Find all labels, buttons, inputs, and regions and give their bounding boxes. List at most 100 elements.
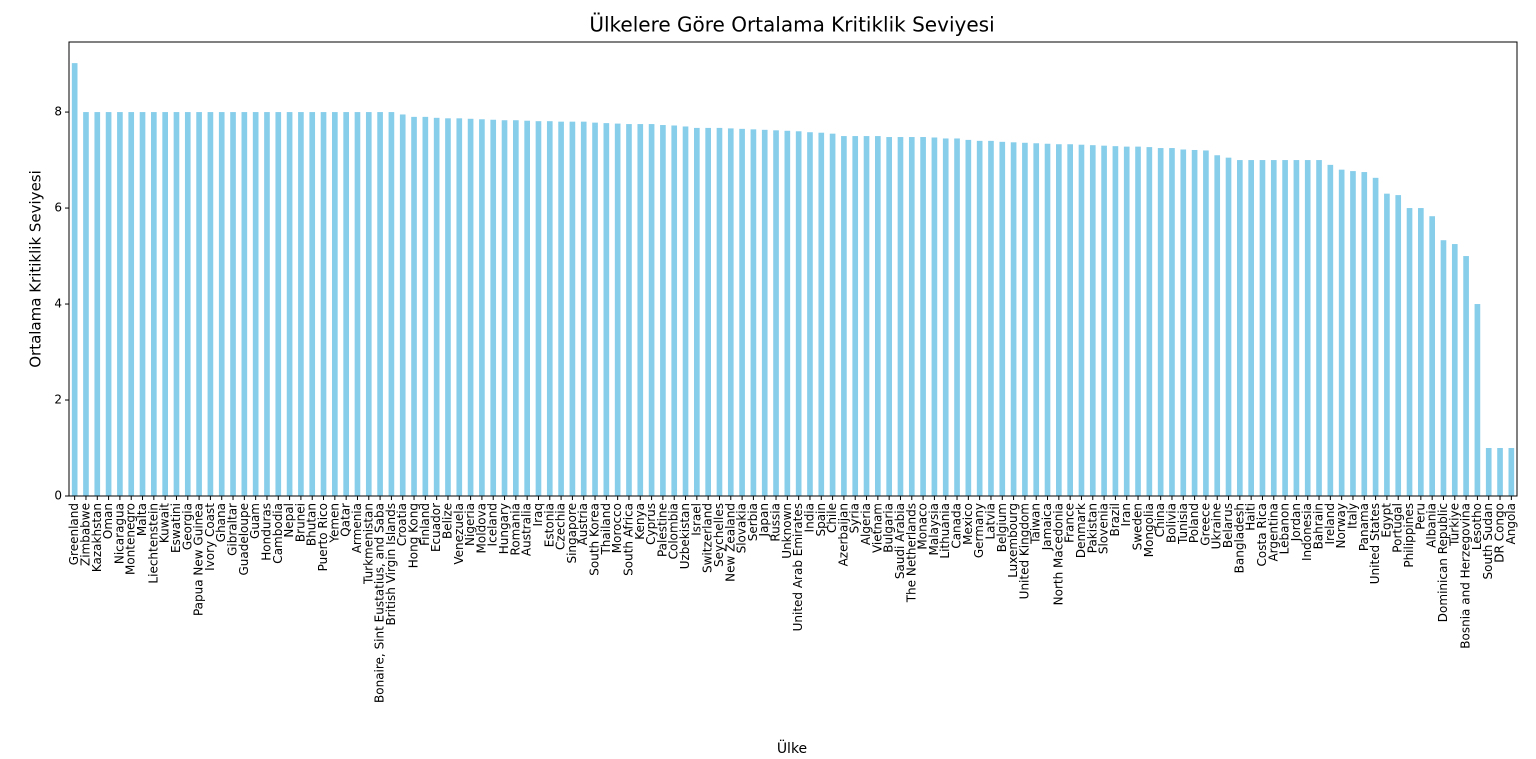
x-tick-label: Nepal: [282, 503, 296, 538]
x-tick-label: Zimbabwe: [78, 503, 92, 566]
x-tick-label: Australia: [520, 503, 534, 556]
bar: [1259, 160, 1266, 496]
bar: [1169, 148, 1175, 496]
x-tick-label: Saudi Arabia: [893, 503, 907, 579]
bar: [1225, 157, 1232, 497]
x-tick-label: Cyprus: [644, 503, 658, 545]
bar: [1022, 142, 1028, 497]
x-tick-label: Colombia: [667, 503, 681, 559]
x-tick-label: Slovenia: [1097, 503, 1111, 554]
bar: [433, 117, 440, 497]
bar: [569, 121, 576, 497]
bar: [1157, 148, 1164, 496]
x-tick-label: Ivory Coast: [203, 503, 217, 571]
x-tick-label: China: [1153, 503, 1167, 537]
x-tick-label: The Netherlands: [904, 503, 918, 603]
bar: [965, 139, 972, 496]
bar: [320, 112, 327, 496]
x-tick-label: Vietnam: [870, 503, 884, 553]
x-tick-label: Malaysia: [927, 503, 941, 555]
x-tick-label: Syria: [848, 503, 862, 533]
x-tick-label: Chile: [825, 503, 839, 533]
x-tick-label: Gibraltar: [226, 503, 240, 556]
bar: [954, 138, 960, 496]
bar: [117, 112, 123, 496]
x-tick-label: Puerto Rico: [316, 503, 330, 571]
bar: [535, 121, 542, 497]
bar: [354, 112, 361, 496]
x-tick-label: Iraq: [531, 503, 545, 526]
bar: [230, 112, 236, 496]
bar: [1395, 195, 1402, 496]
bar: [1508, 448, 1515, 496]
x-tick-label: Brunei: [293, 503, 307, 542]
x-tick-label: Iceland: [486, 503, 500, 546]
x-tick-label: Peru: [1413, 503, 1427, 530]
x-tick-label: Panama: [1357, 503, 1371, 551]
x-tick-label: Türkiye: [1447, 503, 1461, 547]
bar: [931, 137, 938, 496]
bar: [513, 120, 519, 496]
x-tick-label: Eswatini: [169, 503, 183, 553]
plot-frame: [68, 41, 1518, 497]
x-tick-label: Lesotho: [1470, 503, 1484, 550]
bar: [648, 124, 655, 496]
bar: [626, 124, 632, 496]
bar: [637, 124, 644, 496]
bar: [184, 112, 191, 496]
x-tick-label: Croatia: [395, 503, 409, 546]
y-tick-label: 4: [54, 297, 62, 311]
bar: [275, 112, 282, 496]
x-tick-label: Spain: [814, 503, 828, 537]
bar: [1044, 143, 1051, 496]
x-tick-label: Oman: [101, 503, 115, 539]
x-tick-label: New Zealand: [723, 503, 737, 582]
x-tick-label: Bolivia: [1164, 503, 1178, 543]
bar: [173, 112, 180, 496]
bar: [603, 123, 610, 496]
x-tick-label: Austria: [576, 503, 590, 545]
x-tick-label: Albania: [1425, 503, 1439, 548]
bar: [1474, 304, 1481, 496]
bar: [1316, 160, 1322, 496]
bar: [546, 121, 553, 497]
bar: [332, 112, 338, 496]
bar: [1123, 146, 1130, 496]
bar: [592, 122, 598, 496]
bar: [886, 137, 892, 496]
x-tick-label: Bonaire, Sint Eustatius, and Saba: [373, 503, 387, 703]
x-tick-label: Algeria: [859, 503, 873, 545]
x-tick-label: Hong Kong: [407, 503, 421, 568]
bar: [795, 131, 802, 496]
x-tick-label: Poland: [1187, 503, 1201, 543]
x-tick-label: Japan: [757, 503, 771, 537]
x-tick-label: DR Congo: [1493, 503, 1507, 563]
bar: [773, 130, 779, 496]
bar: [1485, 448, 1492, 496]
bar: [660, 125, 666, 497]
bar: [490, 119, 497, 496]
x-tick-label: Romania: [508, 503, 522, 555]
bar: [1463, 256, 1469, 496]
bar: [705, 127, 711, 497]
x-tick-label: Canada: [950, 503, 964, 549]
bar: [83, 112, 89, 496]
bar: [1010, 142, 1017, 497]
x-tick-label: Yemen: [327, 503, 341, 544]
bar: [467, 118, 474, 496]
bar: [694, 127, 700, 497]
bar: [580, 121, 587, 497]
bar: [1497, 448, 1503, 496]
bar: [252, 112, 259, 496]
x-tick-label: Venezuela: [452, 503, 466, 565]
x-tick-label: Montenegro: [124, 503, 138, 575]
bar: [784, 130, 791, 496]
bar: [139, 112, 146, 496]
bar: [1101, 145, 1107, 496]
x-tick-label: Belarus: [1221, 503, 1235, 548]
x-tick-label: Hungary: [497, 503, 511, 554]
bar: [241, 112, 248, 496]
y-tick-label: 6: [54, 201, 62, 215]
bar: [750, 129, 757, 496]
